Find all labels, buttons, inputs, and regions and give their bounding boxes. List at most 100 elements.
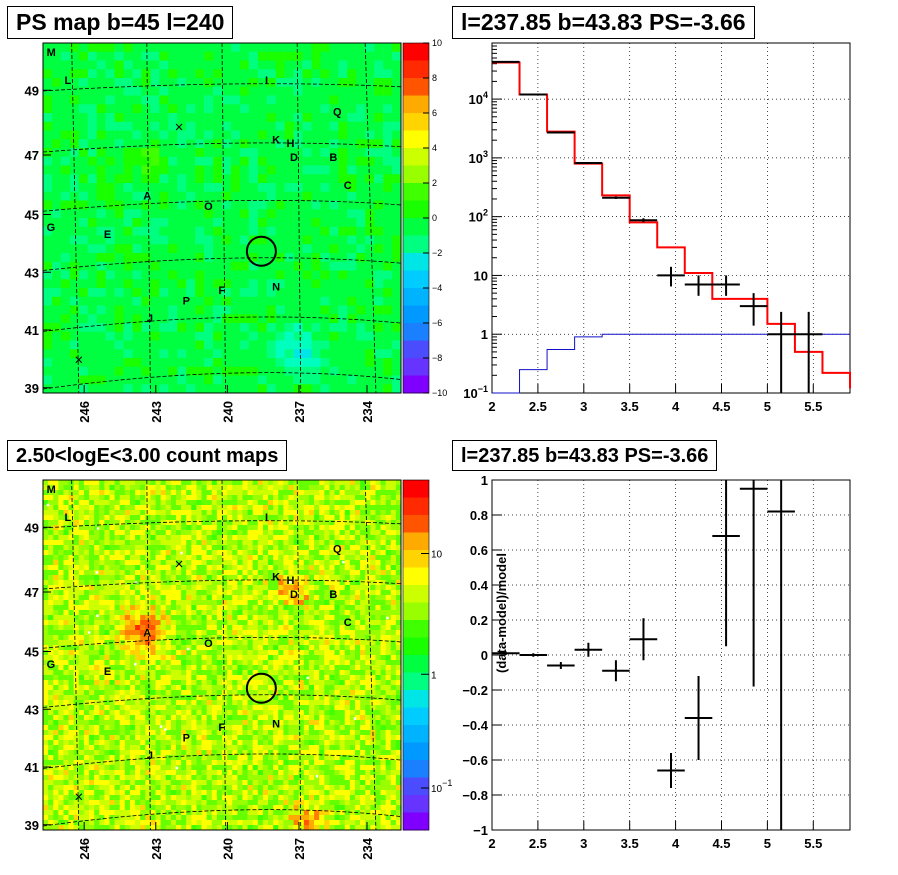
x-tick-label: 246 [77,401,92,423]
colorbar-segment [403,218,429,236]
source-label-q: Q [333,544,342,556]
source-label-b: B [329,152,337,164]
colorbar-segment [403,165,429,184]
colorbar-segment [403,602,429,621]
latitude-line [42,316,402,332]
colorbar-segment [403,148,429,166]
latitude-line [42,636,402,649]
empty-pixel [386,616,389,620]
x-tick-label: 3.5 [621,836,639,851]
x-tick-label: 4 [672,399,680,414]
empty-pixel [180,551,183,555]
colorbar-segment [403,183,429,201]
heatmap-cells [43,480,402,831]
colorbar-segment [403,812,429,831]
colorbar-tick-label: 0 [432,213,437,223]
colorbar-segment [403,200,429,219]
y-tick-label: 102 [469,208,488,225]
plot-frame [491,42,851,394]
source-label-b: B [329,589,337,601]
x-tick-label: 2.5 [529,399,547,414]
colorbar-segment [403,690,429,708]
y-tick-label: 10 [474,268,488,283]
y-tick-label: 41 [25,760,39,775]
colorbar-tick-label: 1 [431,670,437,681]
colorbar-segment [403,655,429,673]
source-label-h: H [286,138,294,150]
y-tick-label: 104 [469,90,488,107]
colorbar-tick-label: 6 [432,108,437,118]
colorbar-segment [403,725,429,743]
source-label-k: K [272,135,280,147]
colorbar-segment [403,358,429,376]
latitude-line [42,753,402,769]
colorbar-tick-label: −6 [432,318,442,328]
empty-pixel [95,571,99,574]
x-tick-label: 234 [360,400,375,422]
empty-pixel [164,728,167,731]
empty-pixel [186,647,190,651]
coordinate-grid [42,479,402,831]
source-label-q: Q [333,107,342,119]
colorbar-tick-label: 10−1 [431,778,452,795]
colorbar-segment [403,480,429,498]
y-tick-label: 45 [25,208,39,223]
source-label-i: I [265,75,268,87]
source-label-o: O [204,201,213,213]
y-tick-label: 43 [25,702,39,717]
latitude-line [42,372,402,390]
source-label-j: J [147,750,153,762]
colorbar-segment [403,515,429,533]
y-tick-label: 39 [25,818,39,833]
x-tick-label: 4 [672,836,680,851]
latitude-line [42,520,402,529]
empty-pixel [134,581,138,584]
colorbar-segment [403,130,429,149]
y-tick-label: 39 [25,381,39,396]
y-axis-label: (data-model)/model [494,553,509,673]
source-label-l: L [64,75,71,87]
colorbar-tick-label: 8 [432,73,437,83]
colorbar-tick-label: −8 [432,353,442,363]
y-tick-label: 0.2 [470,613,488,628]
empty-pixel [342,560,345,564]
source-label-p: P [183,733,190,745]
y-tick-label: 1 [481,327,488,342]
x-tick-label: 5 [764,836,771,851]
colorbar-tick-label: 2 [432,178,437,188]
source-label-p: P [183,296,190,308]
x-tick-label: 240 [220,401,235,423]
source-label-d: D [290,589,298,601]
x-tick-label: 5.5 [804,399,822,414]
x-tick-label: 2.5 [529,836,547,851]
colorbar-segment [403,375,429,394]
source-label-e: E [104,666,111,678]
empty-pixel [288,580,292,584]
x-tick-label: 5.5 [804,836,822,851]
y-tick-label: −0.4 [462,718,488,733]
longitude-line [146,42,151,394]
x-tick-label: 3.5 [621,399,639,414]
latitude-line [42,83,402,92]
y-tick-label: 0 [481,648,488,663]
source-label-m: M [47,47,56,59]
source-label-f: F [218,722,225,734]
colorbar: 10 1 10−1 [402,479,452,831]
heatmap-panel-2: 246 243 240 237 234 39 41 43 45 47 49 M L I Q K HD B C A O G E… [25,479,452,860]
source-cross-marker [75,793,83,801]
colorbar-segment [403,707,429,726]
source-label-n: N [272,719,280,731]
empty-pixel [306,676,309,680]
x-tick-label: 5 [764,399,771,414]
empty-pixel [96,614,99,617]
empty-pixel [159,725,163,728]
spectrum-panel: 2 2.5 3 3.5 4 4.5 5 5.5 10−1 1 10 102 103 104 [463,42,851,414]
longitude-line [364,42,377,394]
colorbar-segment [403,532,429,551]
latitude-line [42,809,402,827]
longitude-line [71,42,80,394]
y-tick-label: 103 [469,149,488,166]
colorbar-segment [403,43,429,61]
latitude-line [42,694,402,708]
